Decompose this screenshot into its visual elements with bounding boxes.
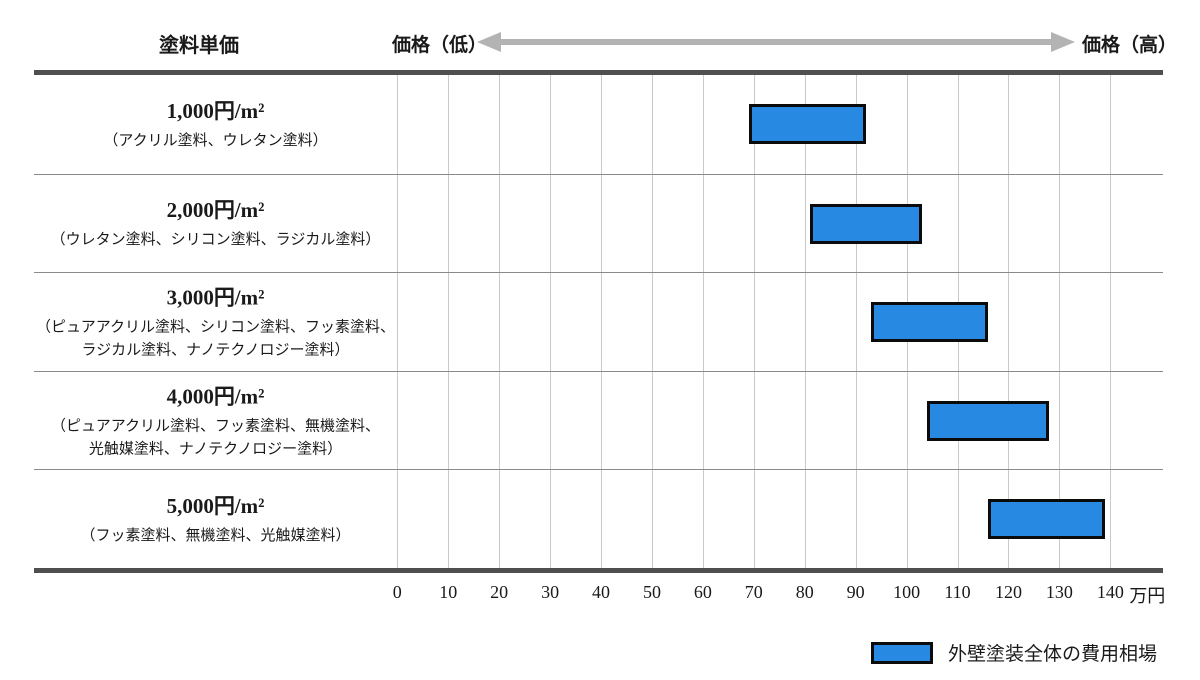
gridline xyxy=(448,75,450,568)
price-axis-arrow-icon xyxy=(477,32,1075,52)
price-per-sqm: 4,000円/m² xyxy=(166,383,265,408)
cost-range-bar xyxy=(809,203,922,244)
axis-unit-label: 万円 xyxy=(1129,586,1166,606)
price-per-sqm: 5,000円/m² xyxy=(166,494,265,519)
row-label: 4,000円/m² （ピュアアクリル塗料、フッ素塗料、無機塗料、 光触媒塗料、ナノテ… xyxy=(34,380,397,462)
axis-tick-label: 40 xyxy=(592,582,611,602)
gridline xyxy=(550,75,552,568)
paint-types: （アクリル塗料、ウレタン塗料） xyxy=(34,130,397,153)
axis-tick-label: 70 xyxy=(744,582,763,602)
table-row: 3,000円/m² （ピュアアクリル塗料、シリコン塗料、フッ素塗料、 ラジカル塗料、… xyxy=(34,272,1163,371)
axis-tick-label: 100 xyxy=(893,582,921,602)
row-label: 2,000円/m² （ウレタン塗料、シリコン塗料、ラジカル塗料） xyxy=(34,194,397,252)
gridline xyxy=(601,75,603,568)
axis-tick-label: 110 xyxy=(944,582,971,602)
axis-tick-label: 20 xyxy=(490,582,509,602)
paint-types-line: （ウレタン塗料、シリコン塗料、ラジカル塗料） xyxy=(50,232,381,249)
paint-types: （ピュアアクリル塗料、シリコン塗料、フッ素塗料、 ラジカル塗料、ナノテクノロジー塗… xyxy=(34,316,397,363)
axis-tick-label: 140 xyxy=(1096,582,1124,602)
paint-types: （フッ素塗料、無機塗料、光触媒塗料） xyxy=(34,525,397,548)
row-label: 3,000円/m² （ピュアアクリル塗料、シリコン塗料、フッ素塗料、 ラジカル塗料、… xyxy=(34,281,397,363)
legend-label: 外壁塗装全体の費用相場 xyxy=(948,644,1158,665)
gridline xyxy=(1059,75,1061,568)
paint-types-line: ラジカル塗料、ナノテクノロジー塗料） xyxy=(81,342,350,359)
row-label: 1,000円/m² （アクリル塗料、ウレタン塗料） xyxy=(34,95,397,153)
gridline xyxy=(651,75,653,568)
gridline xyxy=(1008,75,1010,568)
column-header: 塗料単価 xyxy=(159,35,239,57)
gridline xyxy=(855,75,857,568)
cost-range-bar xyxy=(870,302,989,343)
paint-types: （ウレタン塗料、シリコン塗料、ラジカル塗料） xyxy=(34,229,397,252)
chart-body: 1,000円/m² （アクリル塗料、ウレタン塗料） 2,000円/m² （ウレタン塗料… xyxy=(34,70,1163,573)
price-high-label: 価格（高） xyxy=(1082,35,1178,56)
cost-range-bar xyxy=(926,400,1050,441)
paint-types: （ピュアアクリル塗料、フッ素塗料、無機塗料、 光触媒塗料、ナノテクノロジー塗料） xyxy=(34,415,397,462)
gridline xyxy=(804,75,806,568)
gridline xyxy=(753,75,755,568)
axis-tick-label: 90 xyxy=(846,582,865,602)
price-low-label: 価格（低） xyxy=(392,35,488,56)
table-row: 5,000円/m² （フッ素塗料、無機塗料、光触媒塗料） xyxy=(34,469,1163,568)
axis-tick-label: 50 xyxy=(642,582,661,602)
gridline xyxy=(702,75,704,568)
paint-types-line: （フッ素塗料、無機塗料、光触媒塗料） xyxy=(80,528,351,545)
table-row: 4,000円/m² （ピュアアクリル塗料、フッ素塗料、無機塗料、 光触媒塗料、ナノテ… xyxy=(34,370,1163,470)
gridline xyxy=(499,75,501,568)
gridline xyxy=(1110,75,1112,568)
axis-tick-label: 120 xyxy=(994,582,1022,602)
legend: 外壁塗装全体の費用相場 xyxy=(871,639,1157,666)
price-per-sqm: 1,000円/m² xyxy=(166,99,265,124)
axis-tick-label: 60 xyxy=(693,582,712,602)
paint-types-line: （アクリル塗料、ウレタン塗料） xyxy=(103,133,328,150)
rows-layer: 1,000円/m² （アクリル塗料、ウレタン塗料） 2,000円/m² （ウレタン塗料… xyxy=(34,75,1163,568)
paint-types-line: 光触媒塗料、ナノテクノロジー塗料） xyxy=(88,441,343,458)
cost-range-bar xyxy=(748,104,866,144)
x-axis: 0 10 20 30 40 50 60 70 80 90 100 110 120 130 140 万円 xyxy=(34,582,1194,608)
paint-types-line: （ピュアアクリル塗料、フッ素塗料、無機塗料、 xyxy=(51,417,380,434)
legend-swatch-icon xyxy=(871,641,933,664)
cost-range-bar xyxy=(988,499,1106,540)
row-label: 5,000円/m² （フッ素塗料、無機塗料、光触媒塗料） xyxy=(34,490,397,548)
price-per-sqm: 3,000円/m² xyxy=(166,285,265,310)
paint-types-line: （ピュアアクリル塗料、シリコン塗料、フッ素塗料、 xyxy=(36,319,395,336)
axis-tick-label: 10 xyxy=(439,582,458,602)
axis-tick-label: 30 xyxy=(541,582,560,602)
gridline xyxy=(397,75,399,568)
table-row: 1,000円/m² （アクリル塗料、ウレタン塗料） xyxy=(34,75,1163,174)
price-per-sqm: 2,000円/m² xyxy=(166,198,265,223)
table-row: 2,000円/m² （ウレタン塗料、シリコン塗料、ラジカル塗料） xyxy=(34,173,1163,273)
axis-tick-label: 80 xyxy=(795,582,814,602)
axis-tick-label: 130 xyxy=(1045,582,1073,602)
axis-tick-label: 0 xyxy=(392,582,402,602)
